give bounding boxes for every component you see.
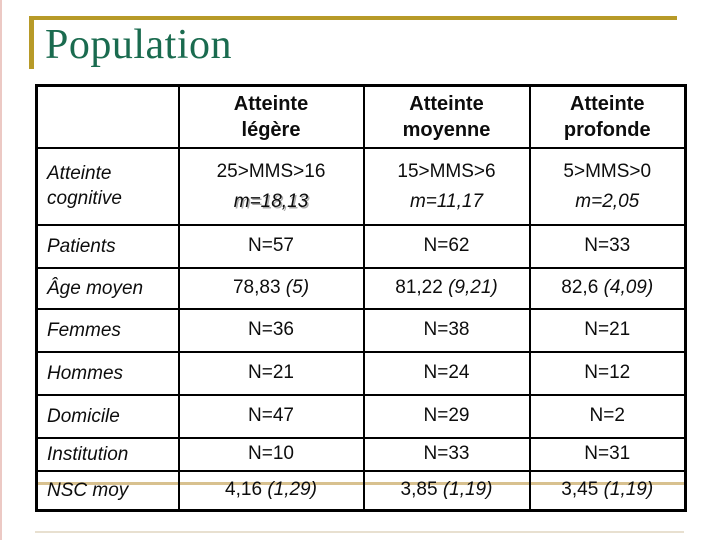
table-row-femmes: Femmes N=36 N=38 N=21 <box>35 307 687 353</box>
cell-value: N=21 <box>528 307 687 353</box>
row-label: Âge moyen <box>35 266 180 310</box>
cell-value: N=62 <box>362 223 531 269</box>
cell-mms-profonde: 5>MMS>0 m=2,05 <box>528 146 687 226</box>
table-row-institution: Institution N=10 N=33 N=31 <box>35 436 687 472</box>
sd-value: (9,21) <box>448 277 498 298</box>
cell-value: N=2 <box>528 393 687 439</box>
cell-value: N=47 <box>177 393 365 439</box>
cell-value: 3,45 (1,19) <box>528 469 687 512</box>
header-line: légère <box>241 118 301 141</box>
row-label: Femmes <box>35 307 180 353</box>
cell-value: N=57 <box>177 223 365 269</box>
title-accent-top-line <box>29 16 677 20</box>
cell-value: N=10 <box>177 436 365 472</box>
mms-range: 5>MMS>0 <box>563 160 652 182</box>
header-line: profonde <box>563 118 651 141</box>
sd-value: (1,19) <box>442 479 493 501</box>
cell-value: N=24 <box>362 350 531 396</box>
cell-value: N=33 <box>528 223 687 269</box>
slide-title: Population <box>45 22 233 68</box>
cell-value: N=31 <box>528 436 687 472</box>
cell-value: 4,16 (1,29) <box>177 469 365 512</box>
table-row-age-moyen: Âge moyen 78,83 (5) 81,22 (9,21) 82,6 (4… <box>35 266 687 310</box>
header-atteinte-legere: Atteinte légère <box>177 84 365 149</box>
cell-value: 78,83 (5) <box>177 266 365 310</box>
corner-empty-cell <box>35 84 180 149</box>
cell-value: 81,22 (9,21) <box>362 266 531 310</box>
table-row-patients: Patients N=57 N=62 N=33 <box>35 223 687 269</box>
mms-mean: m=18,13 <box>233 190 309 212</box>
mms-range: 15>MMS>6 <box>397 160 496 182</box>
mean-value: 3,85 <box>400 479 438 501</box>
cell-mms-legere: 25>MMS>16 m=18,13 <box>177 146 365 226</box>
table-bottom-shadow-line <box>35 531 684 533</box>
table-row-atteinte-cognitive: Atteinte cognitive 25>MMS>16 m=18,13 15>… <box>35 146 687 226</box>
cell-value: 3,85 (1,19) <box>362 469 531 512</box>
mms-mean: m=2,05 <box>575 190 640 212</box>
header-atteinte-profonde: Atteinte profonde <box>528 84 687 149</box>
title-accent-left-bar <box>29 16 34 69</box>
mean-value: 4,16 <box>225 479 263 501</box>
table-row-hommes: Hommes N=21 N=24 N=12 <box>35 350 687 396</box>
cell-value: N=36 <box>177 307 365 353</box>
sd-value: (1,19) <box>603 479 654 501</box>
row-label: Atteinte cognitive <box>35 146 180 226</box>
left-edge-artifact <box>0 0 2 540</box>
row-label: Domicile <box>35 393 180 439</box>
sd-value: (1,29) <box>267 479 317 501</box>
cell-value: N=21 <box>177 350 365 396</box>
table-row-nsc-moy: NSC moy 4,16 (1,29) 3,85 (1,19) 3,45 (1,… <box>35 469 687 512</box>
cell-value: N=33 <box>362 436 531 472</box>
header-line: Atteinte <box>409 92 484 115</box>
cell-value: N=38 <box>362 307 531 353</box>
population-table: Atteinte légère Atteinte moyenne Atteint… <box>35 84 687 512</box>
table-header-row: Atteinte légère Atteinte moyenne Atteint… <box>35 84 687 149</box>
cell-value: N=29 <box>362 393 531 439</box>
cell-value: N=12 <box>528 350 687 396</box>
mean-value: 3,45 <box>561 479 599 501</box>
mean-value: 81,22 <box>395 277 443 298</box>
header-line: moyenne <box>402 118 491 141</box>
header-atteinte-moyenne: Atteinte moyenne <box>362 84 531 149</box>
mms-range: 25>MMS>16 <box>216 160 326 182</box>
row-label: NSC moy <box>35 469 180 512</box>
row-label: Patients <box>35 223 180 269</box>
row-label: Hommes <box>35 350 180 396</box>
mms-mean: m=11,17 <box>409 190 484 212</box>
sd-value: (4,09) <box>603 277 654 298</box>
cell-value: 82,6 (4,09) <box>528 266 687 310</box>
row-label: Institution <box>35 436 180 472</box>
mean-value: 78,83 <box>232 277 281 298</box>
sd-value: (5) <box>285 277 310 298</box>
table-row-domicile: Domicile N=47 N=29 N=2 <box>35 393 687 439</box>
header-line: Atteinte <box>570 92 645 115</box>
mean-value: 82,6 <box>561 277 599 298</box>
header-line: Atteinte <box>233 92 309 115</box>
cell-mms-moyenne: 15>MMS>6 m=11,17 <box>362 146 531 226</box>
